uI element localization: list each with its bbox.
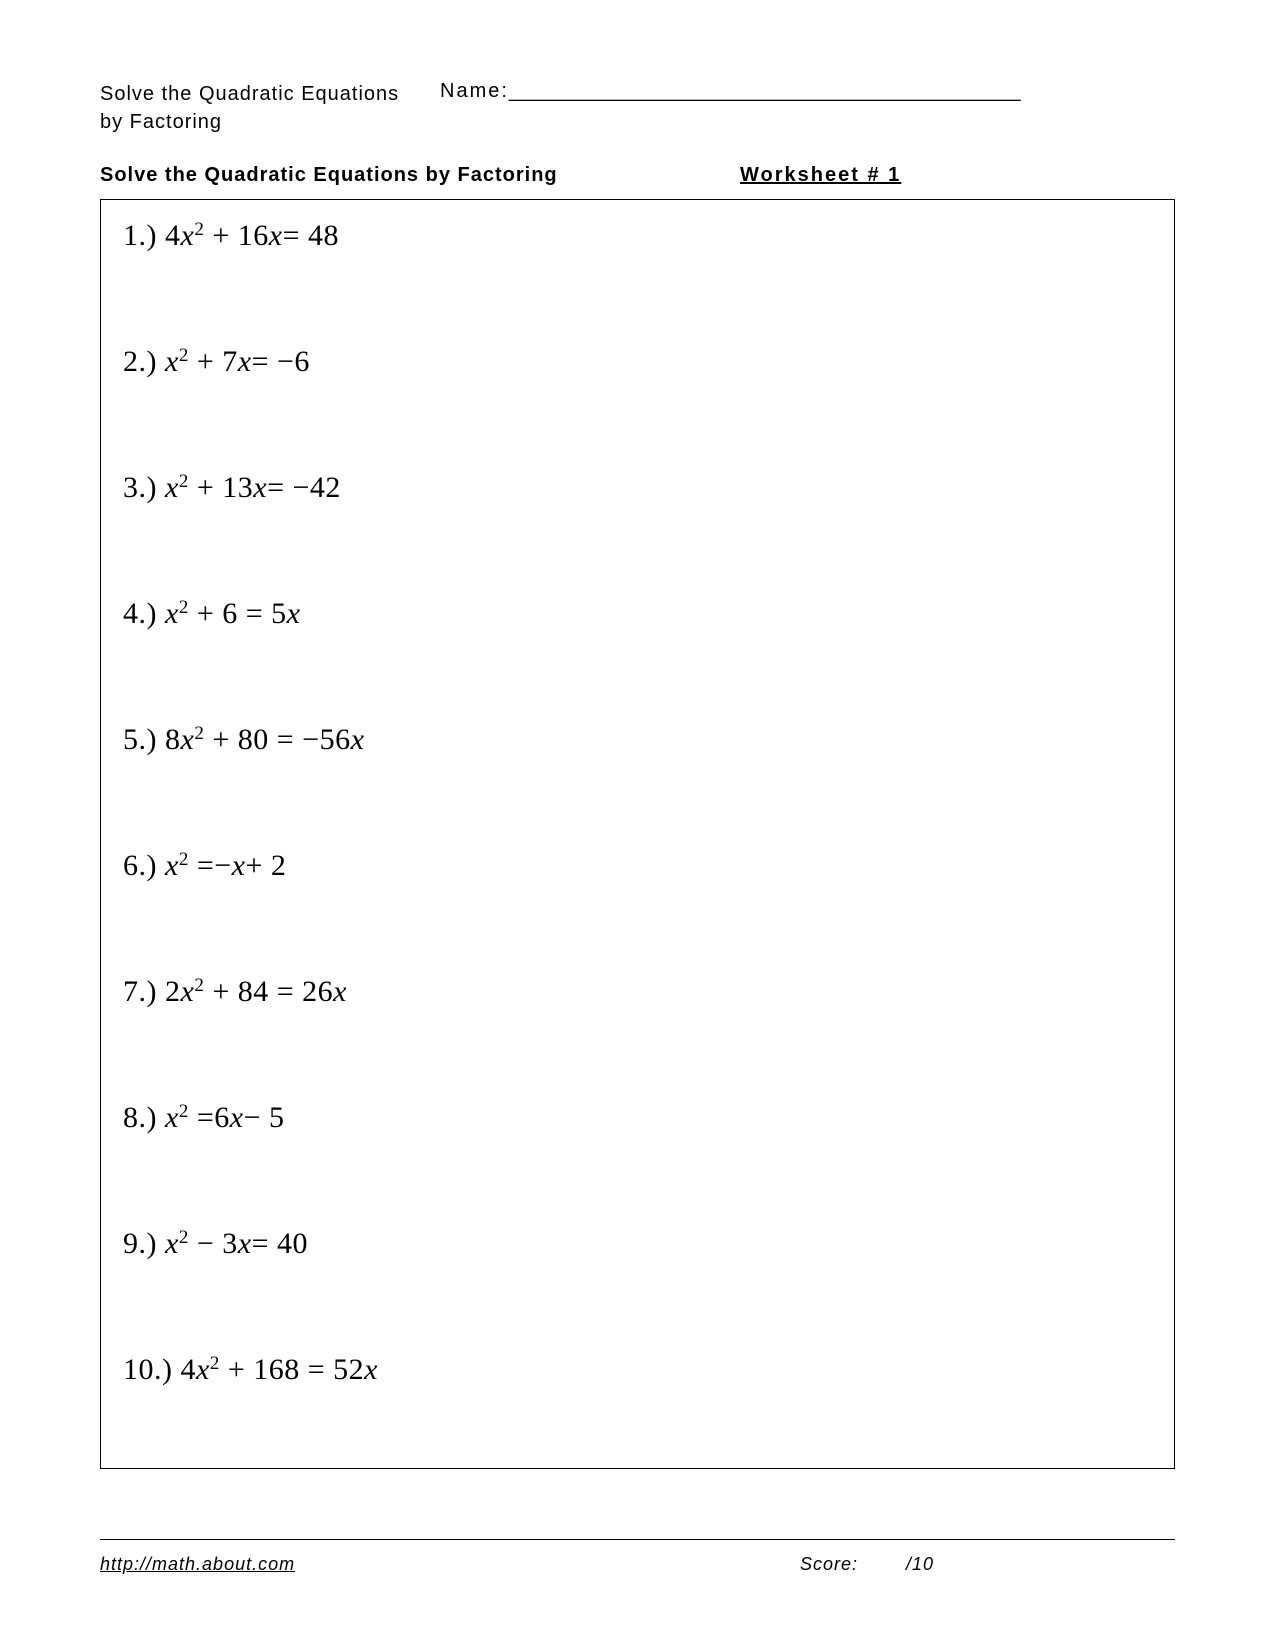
- footer-rule: [100, 1539, 1175, 1540]
- subheader-right: Worksheet # 1: [740, 164, 901, 187]
- name-field[interactable]: Name:___________________________________…: [440, 80, 1175, 103]
- problem-1: 1.) 4x2 + 16x= 48: [123, 218, 1152, 254]
- problems-box: 1.) 4x2 + 16x= 48 2.) x2 + 7x= −6 3.) x2…: [100, 199, 1175, 1469]
- subheader-row: Solve the Quadratic Equations by Factori…: [100, 164, 1175, 187]
- problem-10: 10.) 4x2 + 168 = 52x: [123, 1352, 1152, 1388]
- problem-9: 9.) x2 − 3x= 40: [123, 1226, 1152, 1262]
- footer-link[interactable]: http://math.about.com: [100, 1554, 800, 1575]
- footer-row: http://math.about.com Score: /10: [100, 1554, 1175, 1575]
- header-title: Solve the Quadratic Equations by Factori…: [100, 80, 440, 136]
- header-title-line2: by Factoring: [100, 111, 222, 133]
- name-label: Name:: [440, 80, 509, 102]
- worksheet-page: Solve the Quadratic Equations by Factori…: [0, 0, 1275, 1650]
- score-label: Score:: [800, 1554, 858, 1574]
- footer-score: Score: /10: [800, 1554, 934, 1575]
- problem-5: 5.) 8x2 + 80 = −56x: [123, 722, 1152, 758]
- header-title-line1: Solve the Quadratic Equations: [100, 83, 399, 105]
- problem-4: 4.) x2 + 6 = 5x: [123, 596, 1152, 632]
- subheader-left: Solve the Quadratic Equations by Factori…: [100, 164, 740, 187]
- problem-3: 3.) x2 + 13x= −42: [123, 470, 1152, 506]
- name-underline: ________________________________________…: [509, 80, 1021, 102]
- header-row: Solve the Quadratic Equations by Factori…: [100, 80, 1175, 136]
- problem-8: 8.) x2 =6x− 5: [123, 1100, 1152, 1136]
- score-total: /10: [906, 1554, 934, 1574]
- problem-6: 6.) x2 =−x+ 2: [123, 848, 1152, 884]
- problem-2: 2.) x2 + 7x= −6: [123, 344, 1152, 380]
- problem-7: 7.) 2x2 + 84 = 26x: [123, 974, 1152, 1010]
